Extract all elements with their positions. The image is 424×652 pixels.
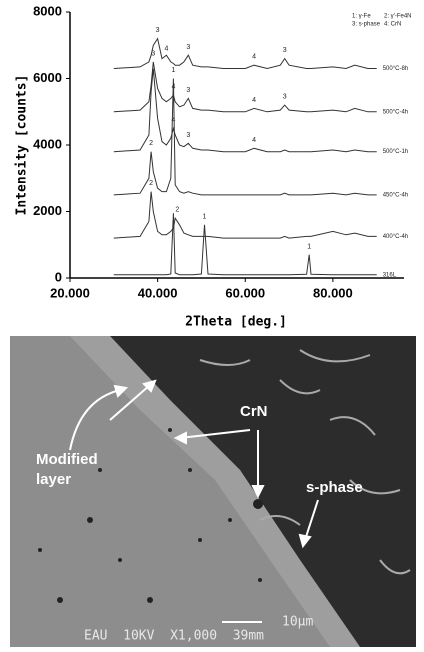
- y-tick-label: 2000: [33, 203, 62, 218]
- scale-bar-label: 10µm: [282, 615, 313, 630]
- series-line: [113, 61, 377, 113]
- legend-text: 1: γ-Fe: [352, 14, 371, 20]
- x-axis-label: 2Theta [deg.]: [185, 315, 287, 330]
- label-s-phase: s-phase: [306, 479, 363, 496]
- series-label: 400°C-4h: [383, 234, 408, 240]
- x-tick-label: 40.000: [138, 285, 178, 300]
- y-tick-label: 8000: [33, 3, 62, 18]
- peak-annotation: 3: [283, 94, 287, 101]
- peak-annotation: 2: [175, 207, 179, 214]
- precipitates: [38, 428, 263, 603]
- legend-text: 2: γ'-Fe4N: [384, 14, 412, 20]
- legend-text: 4: CrN: [384, 22, 401, 28]
- micrograph: CrN Modified layer s-phase 10µm EAU 10KV…: [10, 336, 416, 647]
- peak-annotation: 4: [171, 84, 175, 91]
- series-line: [113, 68, 377, 153]
- peak-annotation: 4: [252, 54, 256, 61]
- y-axis-label: Intensity [counts]: [15, 75, 30, 216]
- y-tick-label: 4000: [33, 136, 62, 151]
- y-tick-label: 0: [55, 269, 62, 284]
- peak-annotation: 3: [186, 132, 190, 139]
- info-bar: EAU 10KV X1,000 39mm: [84, 629, 264, 644]
- peak-annotation: 3: [186, 44, 190, 51]
- series-line: [113, 37, 377, 70]
- peak-annotation: 3: [283, 47, 287, 54]
- peak-annotation: 1: [171, 67, 175, 74]
- peak-annotation: 1: [307, 243, 311, 250]
- series-label: 500°C-1h: [383, 149, 408, 155]
- series-line: [113, 78, 377, 196]
- y-tick-label: 6000: [33, 70, 62, 85]
- arrows: [69, 379, 319, 549]
- series-line: [113, 191, 377, 239]
- peak-annotation: 2: [149, 140, 153, 147]
- label-crn: CrN: [240, 403, 268, 420]
- peak-annotation: 4: [171, 117, 175, 124]
- microstructure: [199, 349, 411, 575]
- peak-annotation: 4: [164, 45, 168, 52]
- x-tick-label: 20.000: [50, 285, 90, 300]
- x-tick-label: 60.000: [225, 285, 265, 300]
- label-modified-layer: Modified: [36, 451, 98, 468]
- peak-annotation: 1: [203, 213, 207, 220]
- x-tick-label: 80.000: [313, 285, 353, 300]
- peak-annotation: 4: [252, 97, 256, 104]
- series-line: [113, 213, 377, 276]
- label-modified-layer: layer: [36, 471, 71, 488]
- series-label: 500°C-4h: [383, 109, 408, 115]
- peak-annotation: 3: [156, 27, 160, 34]
- peak-annotation: 2: [149, 180, 153, 187]
- series-label: 316L: [383, 272, 397, 278]
- peak-annotation: 4: [252, 137, 256, 144]
- legend-text: 3: s-phase: [352, 22, 381, 28]
- series-label: 500°C-8h: [383, 66, 408, 72]
- peak-annotation: 3: [186, 87, 190, 94]
- peak-annotation: 3: [151, 50, 155, 57]
- s-phase-layer: [10, 336, 360, 647]
- substrate-region: [110, 336, 416, 647]
- series-label: 450°C-4h: [383, 192, 408, 198]
